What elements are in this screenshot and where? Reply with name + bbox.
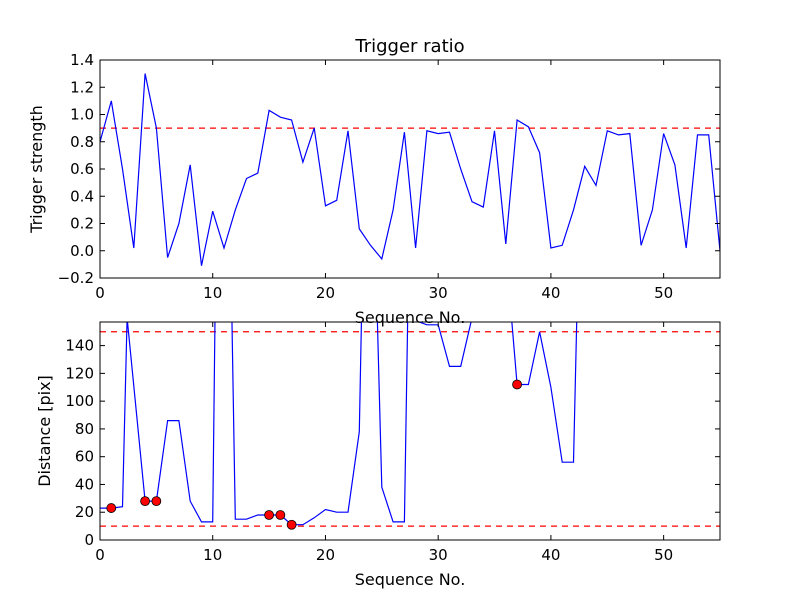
bottom-marker-point xyxy=(275,510,286,520)
bottom-ytick-label: 0 xyxy=(84,531,94,549)
top-xtick-label: 50 xyxy=(654,284,673,302)
bottom-xtick-label: 30 xyxy=(429,546,448,564)
bottom-marker-point xyxy=(512,379,522,390)
top-xtick-label: 10 xyxy=(203,284,222,302)
bottom-ytick-label: 120 xyxy=(65,364,94,382)
bottom-marker-point xyxy=(140,496,150,507)
top-ytick-label: 0.4 xyxy=(70,187,94,205)
top-xtick-label: 40 xyxy=(541,284,560,302)
bottom-ytick-label: 40 xyxy=(75,475,94,493)
bottom-xtick-label: 20 xyxy=(316,546,335,564)
bottom-marker-point xyxy=(151,496,162,507)
bottom-xlabel: Sequence No. xyxy=(355,570,466,589)
bottom-ytick-label: 60 xyxy=(75,448,94,466)
bottom-axes-frame xyxy=(99,321,721,541)
bottom-marker-point xyxy=(286,519,297,530)
top-ytick-label: 1.0 xyxy=(70,106,94,124)
bottom-xtick-label: 0 xyxy=(95,546,105,564)
bottom-ytick-label: 100 xyxy=(65,392,94,410)
top-ytick-label: 1.2 xyxy=(70,78,94,96)
top-ytick-label: 0.8 xyxy=(70,133,94,151)
bottom-xtick-label: 10 xyxy=(203,546,222,564)
top-ytick-label: 1.4 xyxy=(70,51,94,69)
top-ylabel: Trigger strength xyxy=(27,105,46,234)
top-xtick-label: 30 xyxy=(429,284,448,302)
top-axes-frame xyxy=(99,59,721,279)
top-ytick-label: 0.2 xyxy=(70,215,94,233)
bottom-marker-point xyxy=(106,503,117,513)
top-ytick-label: 0.0 xyxy=(70,242,94,260)
top-xtick-label: 20 xyxy=(316,284,335,302)
bottom-series-line xyxy=(100,322,578,526)
bottom-ytick-label: 80 xyxy=(75,420,94,438)
bottom-ylabel: Distance [pix] xyxy=(35,375,54,487)
bottom-xtick-label: 40 xyxy=(541,546,560,564)
top-ytick-label: 0.6 xyxy=(70,160,94,178)
top-plot: 0 10 20 30 40 50 −0.2 0.0 0.2 0.4 0.6 0.8 1.0 1.2 1.4 xyxy=(58,51,721,302)
bottom-marker-point xyxy=(264,510,274,520)
bottom-xtick-label: 50 xyxy=(654,546,673,564)
top-ytick-label: −0.2 xyxy=(58,269,94,287)
chart-title: Trigger ratio xyxy=(354,36,464,57)
bottom-ytick-label: 140 xyxy=(65,337,94,355)
top-xtick-label: 0 xyxy=(95,284,105,302)
top-xlabel: Sequence No. xyxy=(355,308,466,327)
bottom-ytick-label: 20 xyxy=(75,503,94,521)
bottom-plot: 0 10 20 30 40 50 0 20 40 60 80 100 120 140 xyxy=(65,321,721,564)
top-series-line xyxy=(100,73,720,266)
